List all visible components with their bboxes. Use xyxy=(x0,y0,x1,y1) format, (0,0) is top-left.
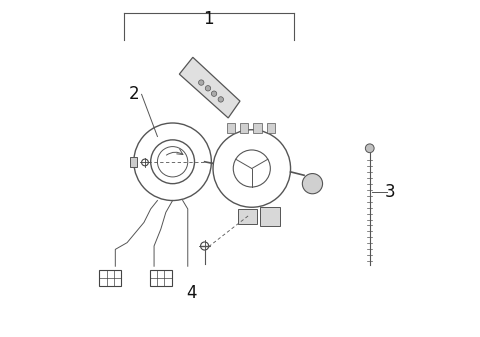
Bar xyxy=(253,123,262,133)
Circle shape xyxy=(218,97,224,102)
Bar xyxy=(240,123,249,133)
Text: 4: 4 xyxy=(186,284,196,302)
Circle shape xyxy=(365,144,374,153)
Circle shape xyxy=(205,86,211,91)
Bar xyxy=(150,270,172,286)
Text: 1: 1 xyxy=(203,9,213,28)
Bar xyxy=(99,270,121,286)
Bar xyxy=(267,123,276,133)
Text: 3: 3 xyxy=(384,183,395,201)
Bar xyxy=(238,209,257,224)
Polygon shape xyxy=(180,57,240,118)
Bar xyxy=(131,157,136,167)
Text: 2: 2 xyxy=(129,85,139,103)
Circle shape xyxy=(302,174,323,194)
Circle shape xyxy=(211,91,217,96)
Circle shape xyxy=(199,80,204,85)
Bar xyxy=(227,123,235,133)
Bar xyxy=(260,207,280,226)
